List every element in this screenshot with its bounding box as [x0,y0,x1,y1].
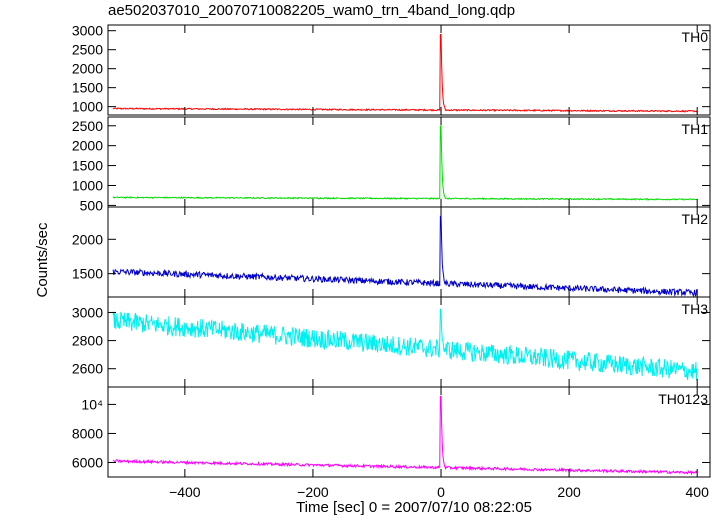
page-title: ae502037010_20070710082205_wam0_trn_4ban… [108,2,516,19]
panel-th0: TH0 1000 1500 2000 2500 3000 [72,23,711,116]
series-line-th2 [112,214,698,297]
panel-th1: TH1 500 1000 1500 2000 2500 [72,116,711,213]
panel-frame [107,116,711,208]
y-tick-label: 8000 [72,425,103,441]
y-tick-label: 1000 [72,177,103,193]
y-axis-label: Counts/sec [34,222,51,298]
panel-th0123: TH0123 6000 8000 10⁴ [72,386,711,478]
series-line-th3 [112,308,698,381]
panel-th2: TH2 1500 2000 [72,206,711,298]
series-line-th1 [112,125,698,201]
panel-label: TH2 [682,211,709,227]
panel-label: TH0123 [658,391,708,407]
x-tick-label: 400 [686,484,710,500]
x-tick-label: 200 [557,484,581,500]
y-tick-label: 3000 [72,304,103,320]
y-tick-label: 1500 [72,266,103,282]
x-tick-label: −400 [169,484,201,500]
panel-label: TH0 [682,29,709,45]
y-tick-label: 6000 [72,454,103,470]
x-tick-label: 0 [437,484,445,500]
y-tick-label: 3000 [72,23,103,39]
panels: TH0 1000 1500 2000 2500 3000 TH1 500 1000 1500 200… [72,23,711,478]
panel-th3: TH3 2600 2800 3000 [72,296,711,388]
y-tick-label: 1500 [72,80,103,96]
y-tick-label: 2600 [72,361,103,377]
panel-frame [107,386,711,478]
y-tick-label: 1500 [72,158,103,174]
y-tick-label: 1000 [72,99,103,115]
y-tick-label: 2800 [72,333,103,349]
x-tick-label: −200 [297,484,329,500]
series-line-th0123 [112,395,698,476]
panel-label: TH3 [682,301,709,317]
y-tick-label: 2000 [72,61,103,77]
x-axis-label: Time [sec] 0 = 2007/07/10 08:22:05 [296,499,532,516]
x-axis: −400 −200 0 200 400 [169,484,709,500]
y-tick-label: 500 [80,197,104,213]
y-tick-label: 2500 [72,42,103,58]
panel-frame [107,296,711,388]
y-tick-label: 2000 [72,231,103,247]
panel-frame [107,24,711,116]
y-tick-label: 2000 [72,138,103,154]
series-line-th0 [112,33,698,113]
y-tick-label: 10⁴ [81,396,103,412]
y-tick-label: 2500 [72,118,103,134]
panel-label: TH1 [682,121,709,137]
